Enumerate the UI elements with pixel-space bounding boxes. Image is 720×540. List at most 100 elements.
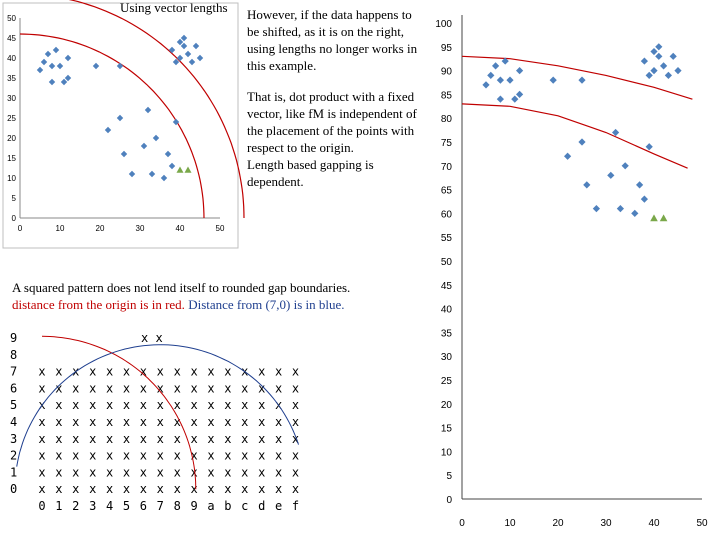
- right-data-point: [650, 47, 658, 56]
- grid-cell: x: [241, 465, 248, 479]
- grid-cell: x: [38, 432, 45, 446]
- right-y-tick-label: 60: [441, 209, 453, 220]
- right-data-point: [496, 95, 504, 103]
- left-data-point: [168, 162, 176, 170]
- right-boundary-curve-1: [461, 55, 693, 100]
- note-line: the placement of the points with: [247, 123, 415, 138]
- grid-cell: x: [258, 449, 265, 463]
- right-data-point: [669, 52, 677, 60]
- left-green-point: [176, 166, 184, 173]
- grid-col-label: e: [275, 499, 282, 513]
- grid-cell: x: [224, 365, 231, 379]
- grid-blue-arc: [16, 344, 299, 467]
- grid-cell: x: [292, 398, 299, 412]
- right-x-tick-label: 40: [648, 518, 660, 529]
- right-data-point: [645, 143, 653, 151]
- right-green-point: [659, 214, 668, 222]
- grid-cell: x: [258, 465, 265, 479]
- grid-col-label: 1: [55, 499, 62, 513]
- right-y-tick-label: 100: [435, 19, 452, 30]
- right-data-point: [501, 57, 509, 65]
- right-data-point: [564, 152, 572, 160]
- grid-row-label: 6: [10, 381, 17, 395]
- left-x-tick-label: 30: [136, 224, 145, 233]
- grid-cell: x: [292, 365, 299, 379]
- grid-cell: x: [140, 365, 147, 379]
- grid-cell: x: [106, 482, 113, 496]
- grid-cell: x: [55, 415, 62, 429]
- grid-cell: x: [190, 482, 197, 496]
- grid-cell: x: [174, 465, 181, 479]
- grid-cell: x: [106, 432, 113, 446]
- right-y-tick-label: 45: [441, 281, 453, 292]
- note-line: this example.: [247, 58, 317, 73]
- grid-cell: x: [89, 365, 96, 379]
- grid-cell: x: [106, 465, 113, 479]
- left-y-tick-label: 0: [12, 214, 17, 223]
- grid-col-label: 4: [106, 499, 113, 513]
- grid-col-label: 7: [157, 499, 164, 513]
- grid-cell: x: [275, 381, 282, 395]
- left-data-point: [176, 38, 184, 46]
- left-data-point: [116, 114, 124, 122]
- grid-cell: x: [241, 398, 248, 412]
- right-data-point: [660, 62, 668, 70]
- grid-cell: x: [258, 415, 265, 429]
- right-data-point: [578, 138, 586, 146]
- grid-cell: x: [157, 465, 164, 479]
- grid-cell: x: [258, 381, 265, 395]
- right-data-point: [516, 90, 524, 98]
- grid-cell: x: [174, 381, 181, 395]
- grid-red-arc: [41, 335, 197, 490]
- right-y-tick-label: 70: [441, 162, 453, 173]
- grid-cell: x: [207, 398, 214, 412]
- grid-cell: x: [292, 482, 299, 496]
- right-data-point: [655, 52, 663, 60]
- grid-cell: x: [140, 482, 147, 496]
- right-note: However, if the data happens to be shift…: [247, 6, 437, 190]
- grid-row-label: 0: [10, 482, 17, 496]
- right-x-tick-label: 20: [552, 518, 564, 529]
- grid-cell: x: [72, 465, 79, 479]
- left-data-point: [60, 78, 68, 86]
- grid-col-label: 2: [72, 499, 79, 513]
- grid-cell: x: [190, 432, 197, 446]
- left-data-point: [104, 126, 112, 134]
- left-data-point: [56, 62, 64, 70]
- grid-cell: x: [207, 365, 214, 379]
- grid-cell: x: [157, 381, 164, 395]
- grid-cell: x: [275, 432, 282, 446]
- grid-cell: x: [89, 415, 96, 429]
- grid-cell: x: [72, 449, 79, 463]
- grid-cell: x: [157, 482, 164, 496]
- left-data-point: [172, 118, 180, 126]
- right-y-tick-label: 15: [441, 424, 453, 435]
- grid-cell: x: [190, 381, 197, 395]
- left-data-point: [52, 46, 60, 54]
- left-data-point: [168, 46, 176, 54]
- grid-cell: x: [72, 415, 79, 429]
- right-y-tick-label: 25: [441, 376, 453, 387]
- grid-cell: x: [89, 381, 96, 395]
- left-data-point: [64, 74, 72, 82]
- left-y-tick-label: 35: [7, 74, 16, 83]
- grid-cell: x: [123, 465, 130, 479]
- grid-cell: x: [157, 432, 164, 446]
- grid-col-label: 0: [38, 499, 45, 513]
- grid-cell: x: [157, 365, 164, 379]
- left-y-tick-label: 15: [7, 154, 16, 163]
- grid-row-label: 7: [10, 365, 17, 379]
- grid-cell: x: [224, 465, 231, 479]
- right-x-tick-label: 10: [504, 518, 516, 529]
- left-chart-frame: [2, 2, 239, 249]
- grid-cell: x: [106, 365, 113, 379]
- grid-cell: x: [190, 465, 197, 479]
- grid-cell: x: [123, 482, 130, 496]
- right-data-point: [578, 76, 586, 84]
- grid-cell: x: [106, 415, 113, 429]
- note-line: However, if the data happens to: [247, 7, 412, 22]
- note-line: That is, dot product with a fixed: [247, 89, 415, 104]
- grid-cell: x: [38, 415, 45, 429]
- left-data-point: [180, 34, 188, 42]
